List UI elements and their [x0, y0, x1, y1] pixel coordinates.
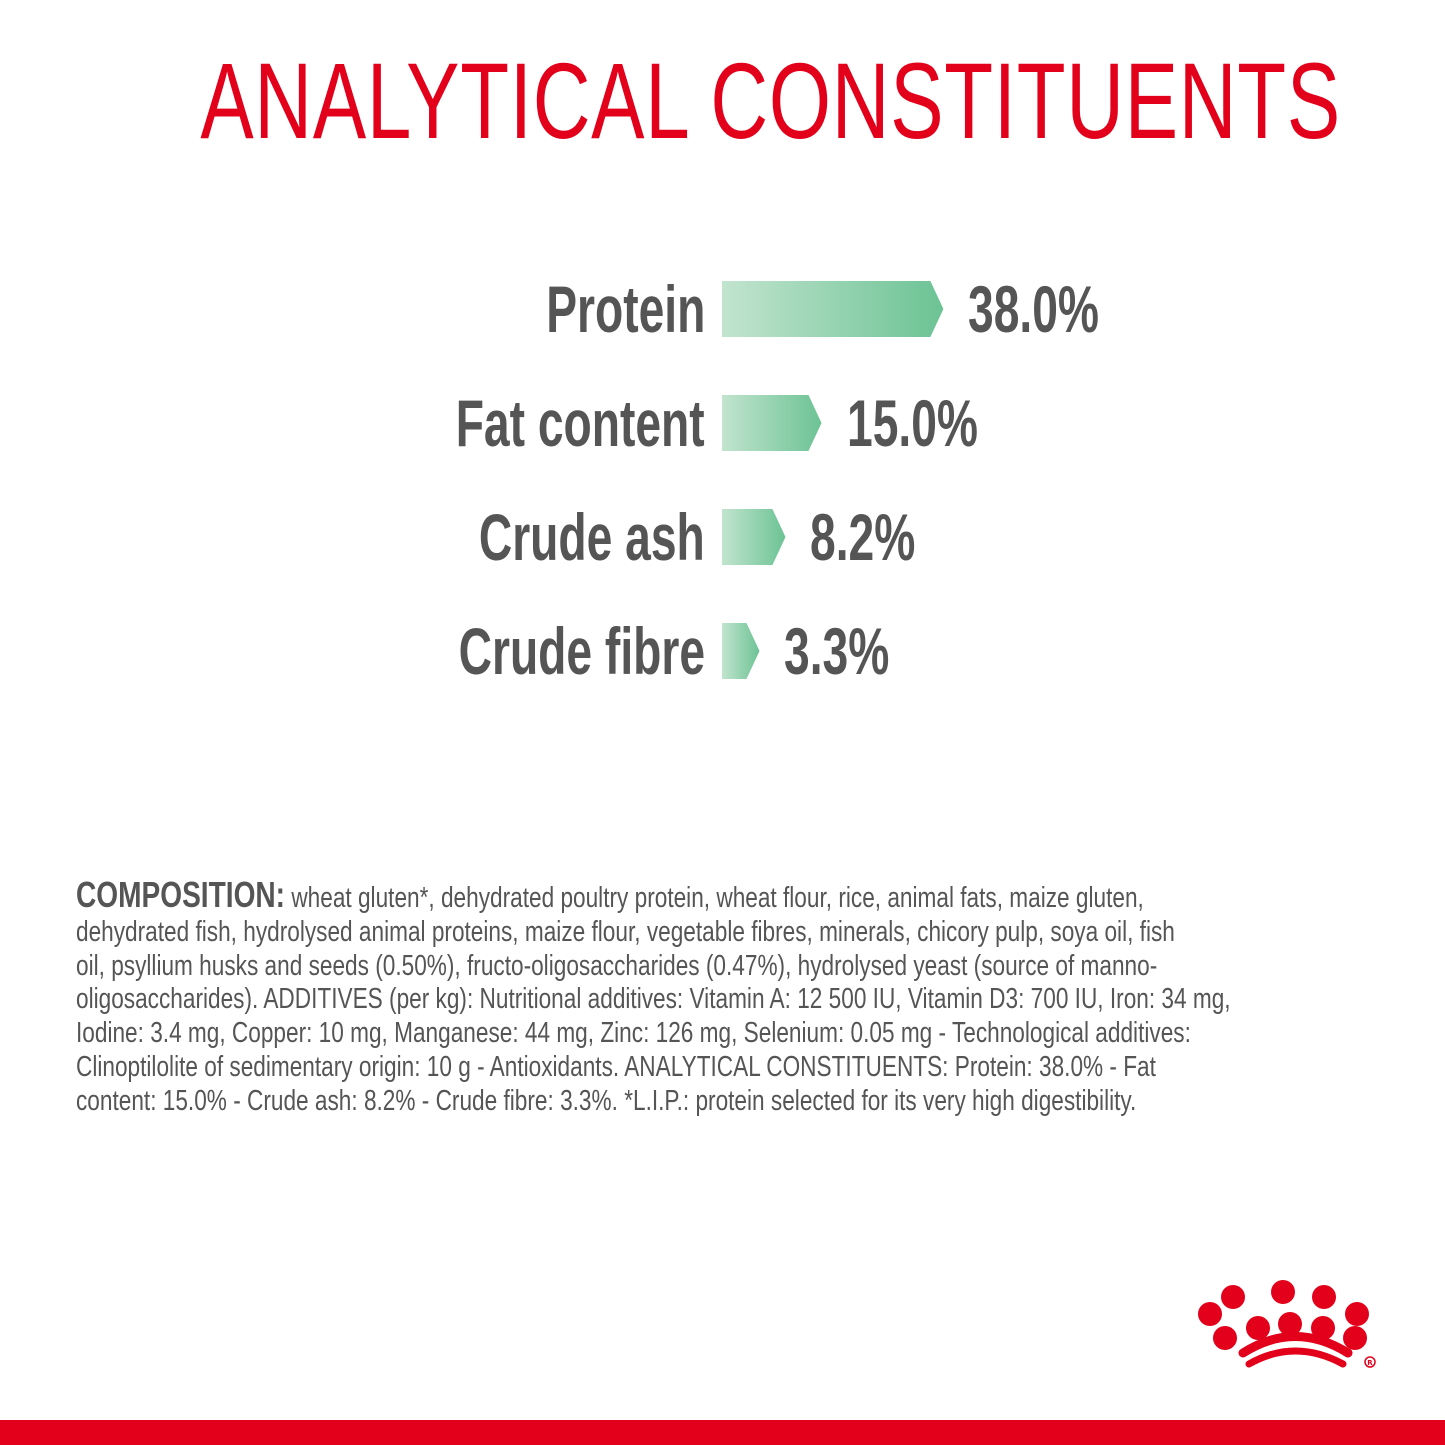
composition-line: Iodine: 3.4 mg, Copper: 10 mg, Manganese… — [76, 1017, 1191, 1050]
composition-line: dehydrated fish, hydrolysed animal prote… — [76, 915, 1175, 948]
value-label: 3.3% — [784, 614, 890, 688]
bar-protein — [722, 281, 944, 337]
composition-line: COMPOSITION: wheat gluten*, dehydrated p… — [76, 877, 1231, 916]
page-title: ANALYTICAL CONSTITUENTS — [0, 38, 1445, 163]
bar-fat-content — [722, 395, 822, 451]
composition-line: content: 15.0% - Crude ash: 8.2% - Crude… — [76, 1084, 1137, 1117]
category-label: Protein — [545, 272, 705, 346]
composition-line: oil, psyllium husks and seeds (0.50%), f… — [76, 949, 1158, 982]
svg-text:R: R — [1367, 1359, 1373, 1367]
category-label: Fat content — [456, 386, 705, 460]
category-label: Crude ash — [479, 500, 705, 574]
bar-chart: Protein 38.0% Fat content 15.0% Crude ash 8.2… — [0, 260, 1445, 720]
value-label: 38.0% — [968, 272, 1100, 346]
royal-canin-crown-logo: R — [1198, 1280, 1376, 1368]
composition-text: COMPOSITION: wheat gluten*, dehydrated p… — [76, 877, 1445, 1119]
footer-red-band — [0, 1420, 1445, 1445]
bar-crude-fibre — [722, 623, 760, 679]
value-label: 15.0% — [846, 386, 978, 460]
title-text: ANALYTICAL CONSTITUENTS — [200, 40, 1341, 161]
composition-line: Clinoptilolite of sedimentary origin: 10… — [76, 1050, 1156, 1083]
bars-svg — [722, 281, 944, 679]
value-label: 8.2% — [810, 500, 916, 574]
composition-line: oligosaccharides). ADDITIVES (per kg): N… — [76, 983, 1231, 1016]
composition-heading: COMPOSITION: — [76, 874, 286, 915]
composition-line-text: wheat gluten*, dehydrated poultry protei… — [285, 882, 1144, 914]
bar-crude-ash — [722, 509, 786, 565]
category-label: Crude fibre — [458, 614, 705, 688]
